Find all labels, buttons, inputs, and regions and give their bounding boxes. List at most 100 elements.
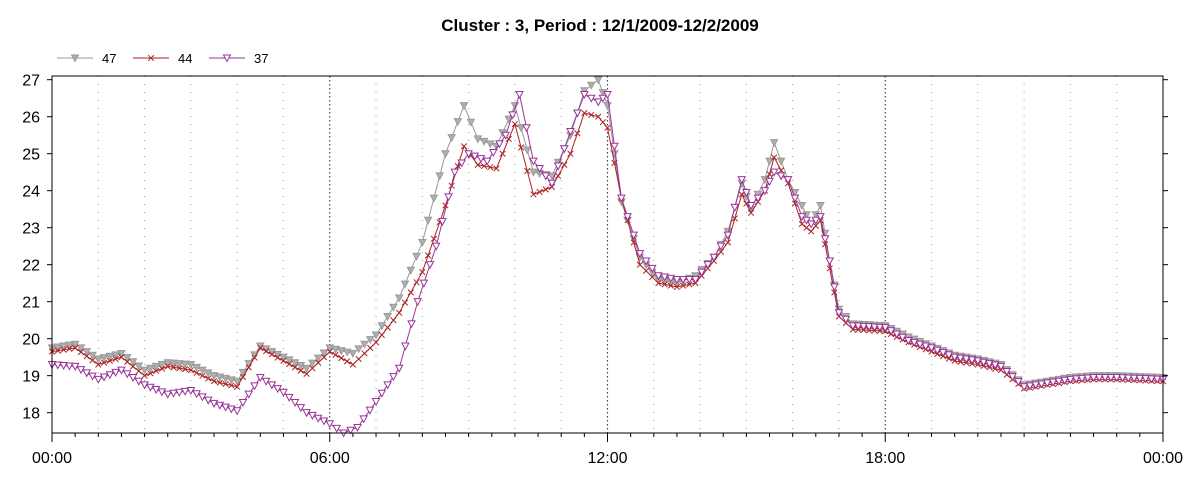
data-point	[603, 102, 612, 111]
data-point	[279, 388, 288, 397]
data-point	[747, 209, 755, 217]
data-point	[99, 354, 109, 363]
data-point	[77, 348, 85, 356]
data-point	[313, 354, 323, 363]
data-point	[1083, 374, 1093, 383]
series-47	[47, 76, 1168, 390]
data-point	[476, 155, 486, 164]
data-point	[245, 364, 252, 371]
data-point	[336, 347, 346, 356]
data-point	[654, 272, 663, 281]
data-point	[586, 81, 596, 90]
data-point	[1025, 382, 1035, 391]
data-point	[485, 140, 495, 149]
data-point	[413, 279, 420, 286]
data-point	[1123, 374, 1133, 383]
data-point	[378, 331, 385, 339]
data-point	[996, 362, 1006, 371]
y-tick-label: 26	[22, 110, 40, 127]
data-point	[553, 162, 563, 171]
data-point	[383, 381, 392, 390]
data-point	[394, 364, 404, 373]
data-point	[1147, 375, 1156, 384]
data-point	[508, 111, 517, 120]
data-point	[1152, 375, 1162, 384]
data-point	[141, 372, 148, 379]
data-point	[65, 341, 74, 350]
data-point	[227, 405, 236, 414]
data-point	[146, 364, 155, 373]
data-point	[495, 140, 504, 149]
data-point	[511, 120, 519, 128]
data-point	[808, 228, 815, 235]
data-point	[60, 346, 67, 353]
data-point	[187, 366, 195, 374]
data-point	[365, 406, 375, 415]
data-point	[1089, 374, 1098, 383]
data-point	[176, 365, 183, 372]
data-point	[515, 90, 524, 100]
data-point	[309, 365, 316, 372]
data-point	[522, 146, 532, 155]
data-point	[623, 213, 632, 222]
data-point	[257, 344, 264, 352]
data-point	[1135, 374, 1145, 383]
data-point	[290, 359, 300, 368]
data-point	[859, 322, 868, 331]
data-point	[573, 109, 582, 118]
data-point	[798, 220, 806, 228]
data-point	[956, 354, 965, 363]
data-point	[450, 168, 460, 177]
data-point	[239, 373, 247, 381]
data-point	[407, 320, 416, 329]
data-point	[140, 366, 149, 375]
data-point	[140, 381, 149, 390]
data-point	[227, 376, 236, 385]
data-point	[66, 345, 73, 352]
data-point	[174, 360, 184, 369]
data-point	[985, 360, 994, 369]
data-point	[1141, 375, 1150, 384]
data-point	[112, 355, 119, 363]
data-point	[170, 364, 177, 371]
data-point	[487, 164, 494, 171]
data-point	[221, 374, 230, 383]
data-point	[209, 372, 219, 381]
data-point	[529, 157, 538, 166]
data-point	[547, 172, 557, 181]
data-point	[1008, 373, 1017, 382]
data-point	[530, 191, 537, 198]
data-point	[770, 154, 778, 161]
data-point	[163, 359, 173, 368]
data-point	[325, 420, 335, 429]
data-point	[488, 148, 498, 158]
legend-label: 47	[102, 51, 116, 66]
data-point	[797, 201, 807, 211]
data-point	[453, 118, 463, 127]
data-point	[535, 164, 544, 174]
data-point	[181, 366, 189, 373]
data-point	[536, 188, 543, 196]
data-point	[342, 348, 352, 357]
data-point	[319, 349, 329, 358]
data-point	[724, 239, 732, 246]
data-point	[284, 393, 294, 402]
data-point	[1106, 374, 1116, 383]
data-point	[742, 189, 751, 198]
x-tick-label: 06:00	[310, 450, 350, 467]
data-point	[390, 317, 397, 324]
data-point	[737, 176, 747, 185]
data-point	[950, 353, 960, 362]
data-point	[617, 194, 626, 203]
data-point	[1054, 377, 1064, 386]
legend: 47 44 37	[57, 51, 268, 66]
data-point	[812, 222, 819, 229]
data-point	[315, 359, 322, 366]
data-point	[407, 289, 414, 296]
data-point	[776, 172, 786, 181]
data-point	[424, 252, 432, 259]
data-point	[180, 360, 190, 369]
data-point	[703, 261, 713, 270]
data-point	[313, 414, 323, 423]
data-point	[348, 349, 358, 359]
